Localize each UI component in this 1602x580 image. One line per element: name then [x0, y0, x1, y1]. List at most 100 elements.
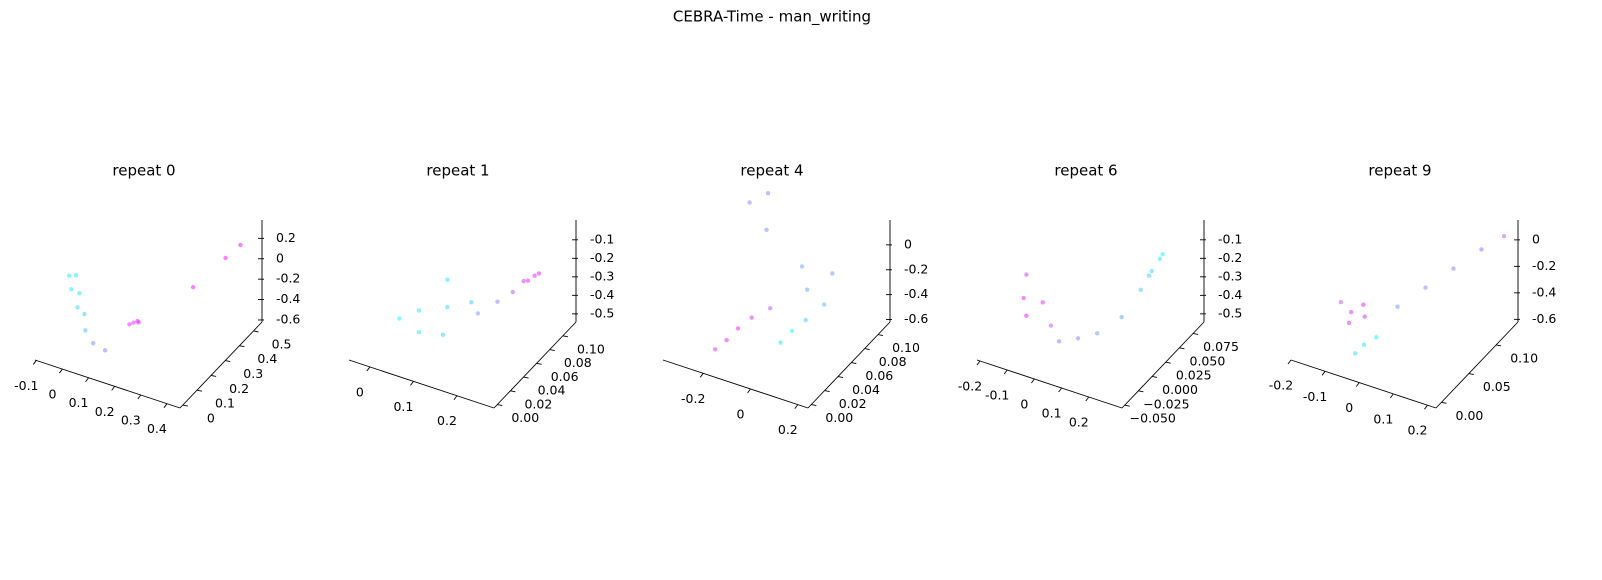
point: [397, 316, 402, 321]
x-tick: [410, 381, 414, 386]
x-tick: [1355, 382, 1360, 387]
y-tick-label: 0.04: [852, 382, 880, 397]
z-tick-label: -0.5: [1218, 305, 1242, 320]
point: [1361, 342, 1367, 347]
point: [102, 348, 108, 353]
x-tick-label: -0.1: [14, 378, 38, 393]
subplot-title: repeat 6: [1054, 162, 1117, 180]
y-tick-label: 0.00: [1456, 408, 1484, 423]
y-tick: [1124, 404, 1130, 407]
y-tick-label: 0.1: [215, 396, 235, 411]
point: [469, 300, 474, 305]
point: [127, 322, 132, 327]
point: [1160, 252, 1165, 257]
y-tick: [549, 349, 555, 351]
point: [1338, 299, 1344, 305]
point: [803, 317, 808, 323]
y-tick-label: 0.06: [865, 368, 893, 383]
point: [1501, 233, 1507, 239]
point: [804, 287, 810, 292]
x-tick-label: 0.2: [95, 404, 115, 419]
y-axis: [1435, 321, 1519, 409]
point: [77, 290, 82, 296]
z-tick-label: -0.4: [1218, 287, 1242, 302]
y-tick-label: 0.2: [229, 381, 249, 396]
y-tick-label: −0.025: [1143, 396, 1189, 411]
point: [1024, 272, 1029, 277]
z-tick-label: -0.4: [904, 286, 928, 301]
y-tick-label: 0.10: [1510, 350, 1538, 365]
point: [1119, 314, 1124, 320]
point: [510, 289, 515, 295]
z-tick-label: 0.2: [276, 230, 296, 245]
x-tick-label: -0.1: [985, 387, 1009, 402]
y-tick: [1192, 333, 1199, 335]
z-tick-label: -0.2: [904, 261, 928, 276]
y-tick-label: 0.00: [511, 410, 539, 425]
x-tick: [111, 386, 116, 391]
point: [440, 332, 446, 338]
x-tick-label: 0.1: [1042, 406, 1062, 421]
x-tick-label: 0.2: [1408, 423, 1428, 438]
point: [69, 287, 74, 292]
point: [1346, 320, 1352, 326]
point: [764, 227, 769, 232]
z-tick-label: -0.2: [1532, 258, 1556, 273]
subplot-title: repeat 4: [740, 162, 803, 180]
y-tick: [864, 348, 870, 351]
z-tick-label: -0.5: [590, 305, 614, 320]
point: [136, 320, 141, 325]
point: [821, 302, 827, 307]
y-tick: [824, 390, 830, 392]
x-tick: [1287, 359, 1292, 365]
x-tick: [137, 394, 142, 400]
x-tick-label: -0.2: [1269, 378, 1293, 393]
point: [1075, 336, 1081, 341]
z-tick-label: -0.1: [590, 231, 614, 246]
subplot: repeat 9 -0.2 -0.1 0 0.1 0.2 0.00 0.05 0.10 0 -0.2…: [1269, 162, 1557, 438]
z-tick-label: -0.2: [590, 250, 614, 265]
y-tick-label: 0.04: [538, 383, 566, 398]
y-axis: [493, 321, 577, 409]
y-tick-label: 0.4: [257, 351, 277, 366]
y-tick-label: 0.10: [892, 340, 920, 355]
subplot: repeat 0-0.100.10.20.30.400.10.20.30.40.…: [14, 162, 300, 437]
x-tick-label: 0.1: [69, 395, 89, 410]
z-tick-label: 0: [904, 236, 912, 251]
point: [1362, 314, 1367, 319]
x-tick: [699, 373, 704, 378]
y-tick: [523, 376, 529, 379]
subplot-title: repeat 1: [426, 162, 489, 180]
point: [1094, 331, 1100, 336]
y-tick-label: 0.5: [272, 336, 292, 351]
y-tick-label: 0.10: [577, 341, 605, 356]
z-tick-label: -0.6: [1532, 311, 1556, 326]
point: [131, 320, 136, 325]
y-tick-label: 0.000: [1162, 382, 1198, 397]
x-axis: [34, 359, 181, 409]
point: [525, 278, 531, 283]
x-tick-label: 0.3: [121, 413, 141, 428]
x-tick-label: -0.2: [681, 391, 705, 406]
point: [75, 305, 80, 310]
y-tick-label: 0.3: [243, 366, 263, 381]
y-tick: [182, 404, 188, 407]
x-axis: [976, 359, 1123, 409]
point: [778, 340, 783, 345]
x-tick: [32, 360, 37, 365]
y-tick: [1179, 347, 1185, 350]
y-tick-label: 0.00: [825, 410, 853, 425]
point: [1479, 247, 1484, 252]
subplot: repeat 6-0.2-0.100.10.2 −0.050−0.0250.000…: [958, 162, 1243, 430]
y-tick: [1441, 401, 1447, 404]
point: [749, 315, 754, 320]
point: [799, 264, 805, 269]
point: [1348, 309, 1354, 315]
point: [495, 299, 500, 304]
point: [416, 330, 422, 335]
z-tick-label: -0.6: [276, 311, 300, 326]
point: [1451, 266, 1456, 271]
x-tick-label: 0: [48, 387, 56, 402]
subplot: repeat 4 -0.2 0 0.2 0.000.020.040.060.080.10…: [662, 162, 928, 437]
x-tick-label: 0: [1345, 400, 1353, 415]
